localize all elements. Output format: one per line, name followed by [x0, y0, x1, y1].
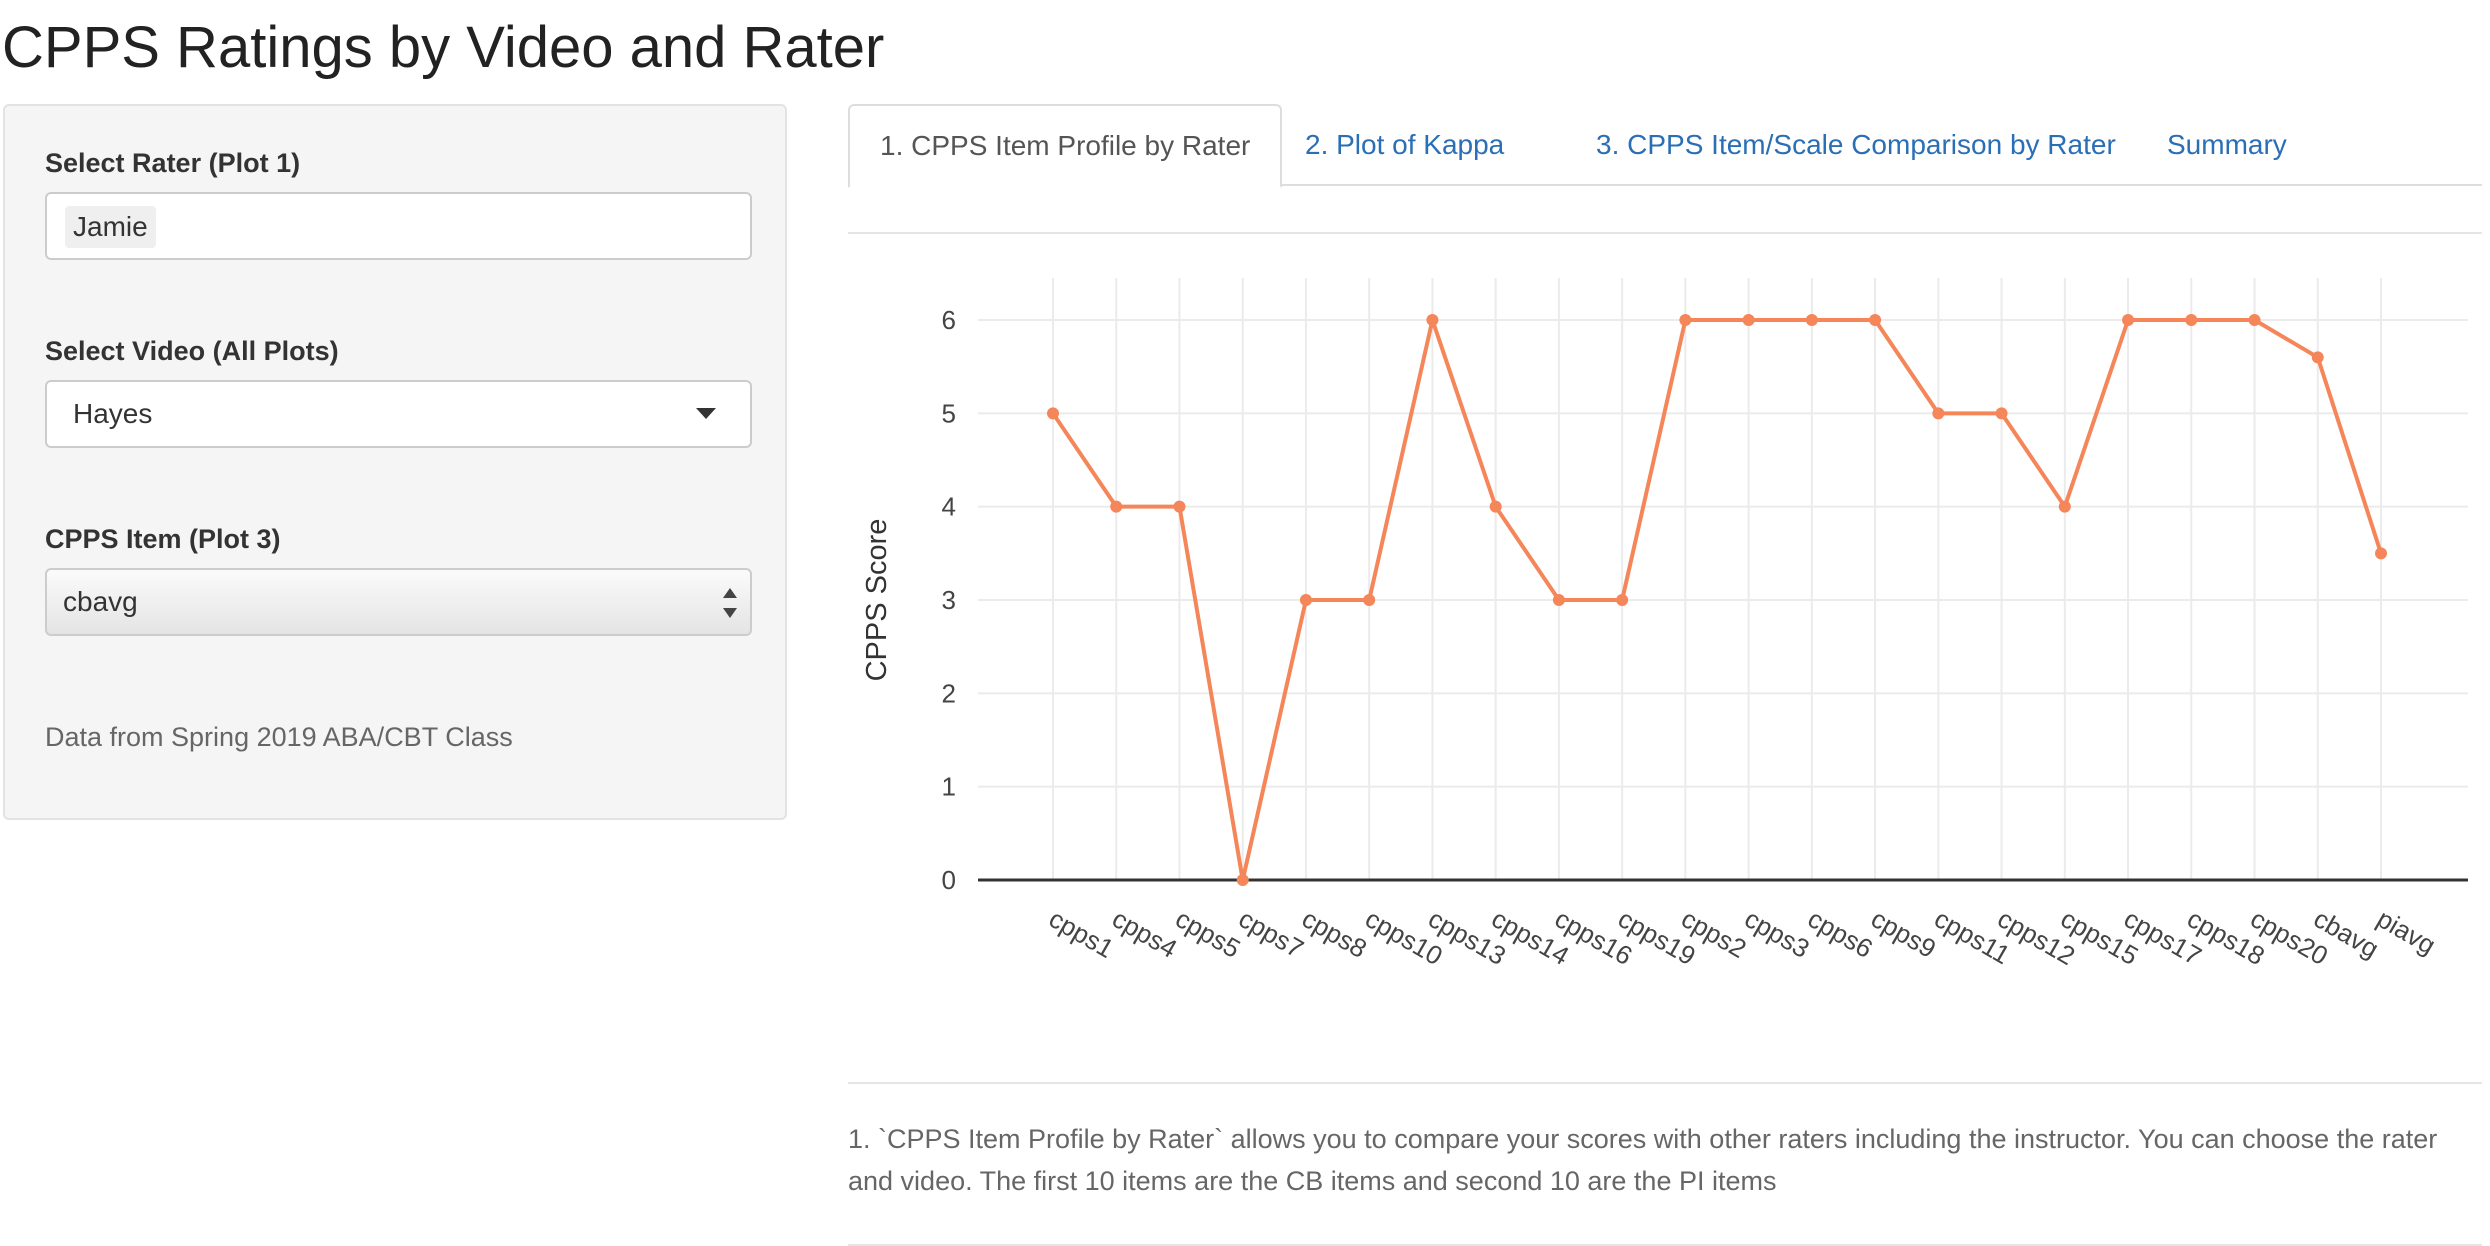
rater-select[interactable]: Jamie [45, 192, 752, 260]
divider [848, 1244, 2482, 1246]
y-tick-label: 6 [942, 305, 956, 335]
data-point [1363, 594, 1376, 606]
tab-bar: 1. CPPS Item Profile by Rater 2. Plot of… [848, 104, 2482, 188]
x-tick-label: cpps3 [1740, 903, 1815, 964]
page-title: CPPS Ratings by Video and Rater [2, 15, 885, 80]
data-point [1616, 594, 1629, 606]
data-point [1932, 407, 1945, 420]
data-point [2311, 351, 2324, 364]
video-selected-value: Hayes [73, 398, 153, 429]
tab-kappa[interactable]: 2. Plot of Kappa [1305, 129, 1505, 160]
item-select[interactable]: cbavg [45, 568, 752, 636]
data-point [2248, 314, 2261, 326]
y-tick-label: 3 [942, 585, 956, 615]
tab-summary[interactable]: Summary [2167, 129, 2287, 160]
x-tick-label: cpps7 [1234, 903, 1309, 964]
sidebar-panel: Select Rater (Plot 1) Jamie Select Video… [3, 104, 787, 820]
video-select[interactable]: Hayes [45, 380, 752, 448]
x-tick-label: cpps6 [1803, 903, 1878, 964]
x-tick-label: cpps8 [1297, 903, 1372, 964]
divider [848, 232, 2482, 234]
rater-select-label: Select Rater (Plot 1) [45, 148, 301, 178]
data-point [1679, 314, 1692, 326]
data-source-note: Data from Spring 2019 ABA/CBT Class [45, 722, 513, 752]
rater-selected-chip[interactable]: Jamie [65, 206, 156, 248]
cpps-profile-chart: 0123456cpps1cpps4cpps5cpps7cpps8cpps10cp… [861, 278, 2468, 971]
tab-description: 1. `CPPS Item Profile by Rater` allows y… [848, 1124, 2438, 1196]
data-point [2058, 500, 2071, 513]
data-point [1995, 407, 2008, 420]
x-tick-label: cpps5 [1170, 903, 1245, 964]
data-point [1552, 594, 1565, 606]
tab-item-profile[interactable]: 1. CPPS Item Profile by Rater [848, 104, 1283, 188]
item-select-label: CPPS Item (Plot 3) [45, 524, 281, 554]
data-point [2185, 314, 2198, 326]
y-tick-label: 0 [942, 865, 956, 895]
data-point [1299, 594, 1312, 606]
data-point [1869, 314, 1882, 326]
tab-item-scale-comparison[interactable]: 3. CPPS Item/Scale Comparison by Rater [1596, 129, 2116, 160]
video-select-label: Select Video (All Plots) [45, 336, 339, 366]
chart-axes: 0123456cpps1cpps4cpps5cpps7cpps8cpps10cp… [942, 305, 2468, 971]
data-point [1047, 407, 1059, 420]
series-line [1051, 318, 2383, 882]
item-selected-value: cbavg [63, 586, 138, 617]
y-tick-label: 5 [942, 398, 956, 428]
x-tick-label: cpps4 [1107, 903, 1182, 964]
divider [848, 1082, 2482, 1084]
x-tick-label: cpps1 [1044, 903, 1119, 964]
data-point [1742, 314, 1755, 326]
y-axis-label: CPPS Score [861, 519, 893, 682]
caret-down-icon[interactable] [696, 408, 716, 419]
y-tick-label: 1 [942, 772, 956, 802]
y-tick-label: 4 [942, 492, 956, 522]
data-point [1489, 500, 1502, 513]
data-point [1110, 500, 1123, 513]
data-point [1805, 314, 1818, 326]
data-point [1173, 500, 1186, 513]
data-point [1236, 874, 1249, 886]
data-point [2375, 547, 2387, 560]
data-point [1426, 314, 1439, 326]
y-tick-label: 2 [942, 678, 956, 708]
x-tick-label: piavg [2372, 903, 2441, 960]
data-point [2122, 314, 2135, 326]
x-tick-label: cpps9 [1866, 903, 1941, 964]
chart-grid [978, 278, 2468, 881]
chart-series [1047, 314, 2387, 886]
up-down-arrows-icon[interactable] [722, 586, 738, 620]
